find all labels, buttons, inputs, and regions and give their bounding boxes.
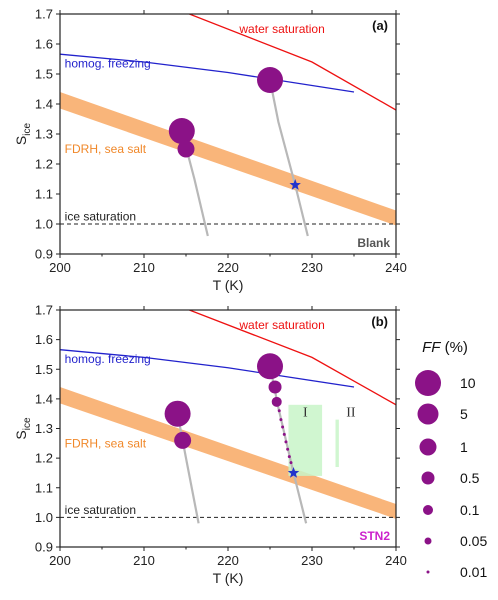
y-tick-label: 1.6 (35, 37, 53, 52)
star-marker (289, 179, 301, 190)
y-tick-label: 1.0 (35, 510, 53, 525)
legend-label: 0.01 (460, 564, 487, 580)
ff-bubble (279, 418, 283, 422)
ff-bubble (282, 432, 286, 436)
y-tick-label: 1.2 (35, 157, 53, 172)
y-tick-label: 1.4 (35, 97, 53, 112)
plot-area (60, 14, 396, 237)
y-tick-label: 1.5 (35, 67, 53, 82)
sample-tag: STN2 (359, 529, 390, 543)
x-tick-label: 210 (133, 260, 155, 275)
ff-bubble (277, 409, 281, 413)
legend-bubble (415, 370, 441, 396)
legend-label: 0.05 (460, 533, 487, 549)
ff-bubble (289, 461, 293, 465)
ice-saturation-label: ice saturation (65, 503, 136, 517)
x-tick-label: 240 (385, 553, 407, 568)
y-tick-label: 1.1 (35, 187, 53, 202)
y-tick-label: 1.6 (35, 332, 53, 347)
legend-bubble (417, 403, 439, 425)
plot-area (60, 310, 396, 524)
ff-bubble (177, 140, 195, 158)
y-tick-label: 1.7 (35, 7, 53, 22)
region-label-i: I (303, 406, 308, 421)
x-tick-label: 210 (133, 553, 155, 568)
water-saturation-label: water saturation (238, 318, 324, 332)
star-marker (287, 466, 300, 478)
ff-bubble (174, 431, 192, 449)
y-tick-label: 0.9 (35, 540, 53, 555)
ff-bubble (286, 447, 290, 451)
sample-tag: Blank (357, 236, 390, 250)
ff-bubble (168, 118, 195, 144)
fdrh-band (60, 92, 396, 226)
x-tick-label: 220 (217, 260, 239, 275)
ff-legend: FF (%) 10 5 1 0.5 0.1 0.05 0.01 (415, 339, 487, 580)
panel-a: water saturation homog. freezing FDRH, sea… (13, 7, 407, 294)
y-tick-label: 1.7 (35, 303, 53, 318)
region-label-ii: II (346, 406, 356, 421)
legend-bubble (424, 537, 432, 545)
ff-bubble (271, 396, 282, 407)
y-axis-title: Sice (13, 417, 33, 440)
x-axis-title: T (K) (213, 277, 244, 293)
x-axis-title: T (K) (213, 570, 244, 586)
y-tick-label: 1.5 (35, 362, 53, 377)
legend-label: 0.5 (460, 470, 480, 486)
x-tick-label: 200 (49, 260, 71, 275)
legend-title: FF (%) (422, 339, 468, 356)
y-tick-label: 0.9 (35, 247, 53, 262)
legend-label: 0.1 (460, 502, 480, 518)
y-tick-label: 1.4 (35, 391, 53, 406)
homog-freezing-label: homog. freezing (65, 352, 151, 366)
x-tick-label: 200 (49, 553, 71, 568)
ff-bubble (164, 400, 191, 427)
legend-bubble (421, 471, 435, 485)
ff-bubble (268, 380, 282, 394)
x-tick-label: 230 (301, 260, 323, 275)
trajectory-1 (176, 413, 200, 524)
x-tick-label: 220 (217, 553, 239, 568)
fdrh-label: FDRH, sea salt (65, 142, 147, 156)
x-tick-label: 230 (301, 553, 323, 568)
fdrh-band (60, 387, 396, 519)
y-tick-label: 1.1 (35, 480, 53, 495)
water-line (189, 14, 396, 111)
ff-bubble (257, 67, 283, 93)
panel-label: (b) (371, 314, 388, 329)
y-tick-label: 1.0 (35, 217, 53, 232)
homog-freezing-label: homog. freezing (65, 57, 151, 71)
ff-bubble (287, 455, 291, 459)
legend-label: 1 (460, 439, 468, 455)
x-tick-label: 240 (385, 260, 407, 275)
y-axis-title: Sice (13, 123, 33, 146)
ff-bubble (281, 425, 285, 429)
water-saturation-label: water saturation (238, 22, 324, 36)
region-ii (335, 419, 339, 468)
trajectory-2 (268, 79, 309, 237)
legend-label: 5 (460, 406, 468, 422)
legend-bubble (419, 438, 437, 456)
ff-bubble (284, 440, 288, 444)
y-tick-label: 1.2 (35, 451, 53, 466)
legend-bubble (423, 505, 433, 515)
fdrh-label: FDRH, sea salt (65, 436, 147, 450)
legend-label: 10 (460, 375, 476, 391)
panel-label: (a) (372, 18, 388, 33)
homog-line (60, 349, 355, 388)
y-tick-label: 1.3 (35, 127, 53, 142)
y-tick-label: 1.3 (35, 421, 53, 436)
ff-bubble (257, 353, 283, 380)
region-i (288, 404, 323, 476)
homog-line (60, 53, 355, 93)
water-line (189, 310, 396, 406)
ice-saturation-label: ice saturation (65, 210, 136, 224)
legend-bubble (426, 570, 430, 574)
